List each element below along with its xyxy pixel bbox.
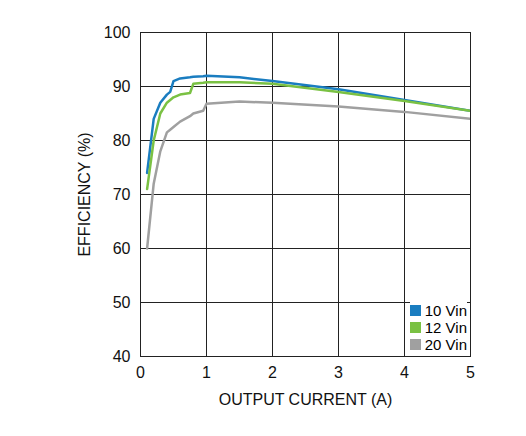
svg-text:OUTPUT CURRENT (A): OUTPUT CURRENT (A) [219, 391, 393, 408]
svg-text:90: 90 [113, 78, 131, 95]
svg-text:0: 0 [136, 364, 145, 381]
html-text:20 Vin: 20 Vin [424, 336, 467, 353]
svg-text:50: 50 [113, 294, 131, 311]
html-text:10 Vin: 10 Vin [424, 302, 467, 319]
svg-text:5: 5 [466, 364, 475, 381]
svg-text:1: 1 [202, 364, 211, 381]
svg-text:100: 100 [104, 24, 131, 41]
svg-text:2: 2 [268, 364, 277, 381]
svg-text:80: 80 [113, 132, 131, 149]
svg-text:3: 3 [334, 364, 343, 381]
svg-text:60: 60 [113, 240, 131, 257]
svg-text:EFFICIENCY (%): EFFICIENCY (%) [76, 132, 93, 256]
svg-text:4: 4 [400, 364, 409, 381]
html-text:12 Vin: 12 Vin [424, 319, 467, 336]
svg-text:40: 40 [113, 348, 131, 365]
svg-text:70: 70 [113, 186, 131, 203]
